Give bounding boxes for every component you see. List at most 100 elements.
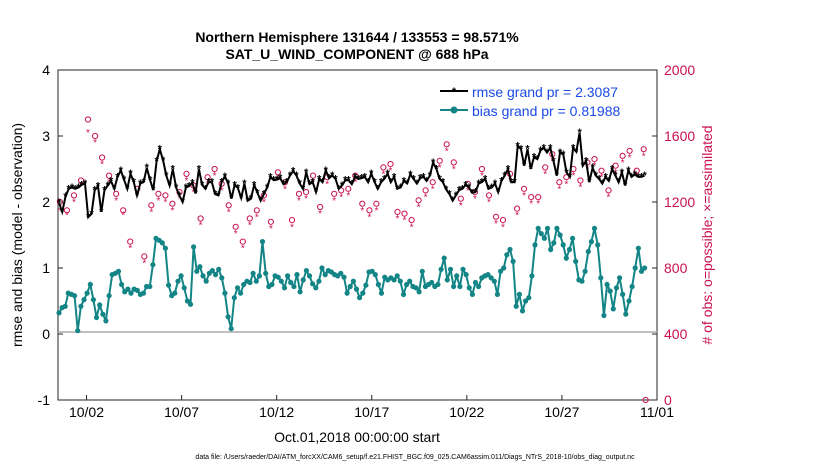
rmse-point: * — [89, 208, 94, 220]
bias-point — [635, 245, 642, 251]
bias-point — [510, 258, 516, 264]
rmse-point: * — [441, 177, 446, 189]
bias-point — [570, 235, 576, 241]
bias-point — [209, 268, 215, 274]
legend-rmse-label: rmse grand pr = 2.3087 — [472, 84, 618, 100]
bias-point — [378, 290, 385, 296]
bias-point — [278, 278, 284, 284]
bias-point — [491, 278, 497, 284]
obs-assimilated-point: * — [332, 196, 336, 207]
obs-assimilated-point: * — [529, 199, 533, 210]
rmse-point: * — [522, 160, 527, 172]
rmse-point: * — [473, 187, 478, 199]
bias-point — [613, 285, 620, 291]
obs-assimilated-point: * — [192, 188, 196, 199]
obs-assimilated-point: * — [156, 196, 160, 207]
bias-point — [187, 301, 194, 307]
obs-assimilated-point: * — [621, 158, 625, 169]
rmse-point: * — [529, 164, 534, 176]
left-axis: -1 0 1 2 3 4 — [38, 62, 63, 408]
rmse-point: * — [180, 197, 185, 209]
bias-point — [353, 286, 360, 292]
rmse-point: * — [330, 170, 335, 182]
bias-point — [285, 273, 291, 279]
rmse-point: * — [70, 182, 75, 194]
bias-point — [338, 270, 344, 276]
rmse-point: * — [298, 178, 303, 190]
bias-point — [125, 286, 131, 292]
bias-point — [250, 270, 256, 276]
rmse-point: * — [203, 183, 208, 195]
obs-assimilated-point: * — [360, 206, 364, 217]
obs-assimilated-point: * — [550, 156, 554, 167]
obs-possible-point — [450, 159, 457, 166]
bias-point — [172, 290, 178, 296]
rmse-point: * — [154, 156, 159, 168]
rmse-point: * — [405, 178, 410, 190]
rmse-point: * — [210, 177, 215, 189]
bias-point — [81, 297, 87, 303]
rmse-point: * — [464, 179, 469, 191]
x-tick-label: 10/17 — [354, 404, 389, 420]
obs-assimilated-point: * — [536, 199, 540, 210]
obs-assimilated-point: * — [466, 186, 470, 197]
rmse-point: * — [424, 175, 429, 187]
bias-point — [140, 290, 147, 296]
rmse-point: * — [249, 193, 254, 205]
bias-point — [288, 279, 294, 286]
rmse-point: * — [447, 189, 452, 201]
bias-point — [241, 281, 247, 288]
obs-assimilated-point: * — [241, 244, 245, 255]
rmse-point: * — [337, 183, 342, 195]
obs-assimilated-point: * — [445, 146, 449, 157]
obs-possible-point — [521, 185, 528, 192]
obs-assimilated-point: * — [248, 221, 252, 232]
rmse-point: * — [327, 173, 332, 185]
obs-assimilated-point: * — [163, 198, 167, 209]
obs-assimilated-point: * — [396, 214, 400, 225]
rmse-point: * — [317, 173, 322, 185]
bias-point — [291, 283, 297, 290]
rmse-point: * — [477, 178, 482, 190]
rmse-point: * — [190, 177, 195, 189]
rmse-point: * — [223, 171, 228, 183]
obs-assimilated-point: * — [93, 138, 97, 149]
obs-assimilated-point: * — [473, 194, 477, 205]
rmse-point: * — [239, 193, 244, 205]
obs-possible-point — [77, 177, 85, 184]
rmse-point: * — [226, 178, 231, 190]
bias-point — [494, 291, 500, 297]
rmse-point: * — [535, 154, 540, 166]
y2-axis-label: # of obs: o=possible; ×=assimilated — [699, 125, 715, 344]
rmse-point: * — [629, 171, 634, 183]
rmse-point: * — [138, 178, 143, 190]
bias-point — [407, 278, 413, 284]
bias-point — [184, 298, 190, 304]
bias-point — [275, 274, 281, 280]
legend: * rmse grand pr = 2.3087 bias grand pr =… — [440, 84, 620, 119]
rmse-point: * — [532, 152, 537, 164]
obs-assimilated-point: * — [199, 221, 203, 232]
obs-possible-point — [113, 190, 120, 197]
bias-point — [519, 308, 526, 314]
bias-point — [213, 272, 219, 278]
bias-point — [394, 273, 400, 279]
rmse-point: * — [307, 179, 312, 191]
bias-point — [591, 225, 598, 231]
obs-assimilated-point: * — [515, 211, 519, 222]
rmse-point: * — [353, 171, 358, 183]
bias-point — [604, 281, 610, 288]
rmse-point: * — [395, 183, 400, 195]
obs-possible-point — [499, 217, 507, 224]
rmse-point: * — [428, 170, 433, 182]
obs-possible-point — [436, 157, 443, 164]
rmse-point: * — [272, 175, 277, 187]
bias-point — [617, 275, 623, 281]
rmse-point: * — [171, 164, 176, 176]
obs-assimilated-point: * — [227, 207, 231, 218]
rmse-point: * — [93, 185, 98, 197]
bias-point — [357, 295, 363, 301]
rmse-point: * — [385, 168, 390, 180]
